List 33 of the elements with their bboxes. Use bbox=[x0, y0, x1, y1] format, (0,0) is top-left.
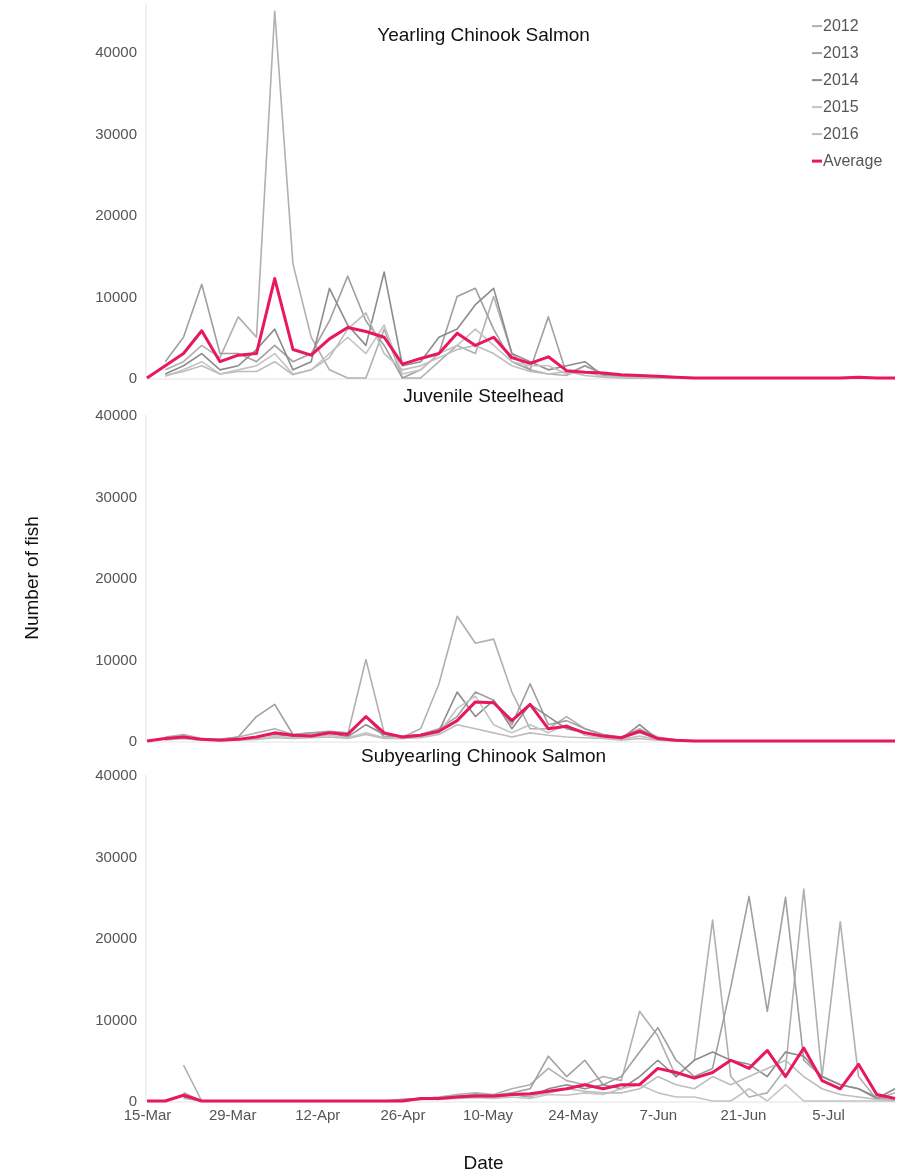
legend-label: 2015 bbox=[823, 98, 859, 116]
y-tick-label: 20000 bbox=[95, 569, 137, 587]
x-axis-title: Date bbox=[463, 1152, 504, 1173]
y-tick-label: 40000 bbox=[95, 406, 137, 424]
y-tick-label: 10000 bbox=[95, 650, 137, 668]
y-tick-label: 10000 bbox=[95, 1010, 137, 1028]
legend-label: 2012 bbox=[823, 17, 859, 35]
chart-title: Subyearling Chinook Salmon bbox=[361, 745, 607, 766]
legend-label: 2014 bbox=[823, 71, 859, 89]
x-tick-label: 21-Jun bbox=[720, 1105, 767, 1123]
text: Yearling Chinook Salmon bbox=[377, 24, 590, 46]
x-tick-label: 5-Jul bbox=[812, 1105, 845, 1123]
y-tick-label: 30000 bbox=[95, 847, 137, 865]
x-tick-label: 7-Jun bbox=[639, 1105, 678, 1123]
chart-title: Juvenile Steelhead bbox=[403, 385, 564, 406]
y-axis-title: Number of fish bbox=[21, 516, 42, 640]
y-tick-label: 0 bbox=[128, 732, 137, 750]
y-tick-label: 40000 bbox=[95, 766, 137, 784]
x-tick-label: 12-Apr bbox=[295, 1105, 341, 1123]
x-tick-label: 24-May bbox=[548, 1105, 599, 1123]
legend-label: 2016 bbox=[823, 125, 859, 143]
y-tick-label: 10000 bbox=[95, 287, 137, 305]
y-tick-label: 40000 bbox=[95, 43, 137, 61]
y-tick-label: 0 bbox=[128, 369, 137, 387]
y-tick-label: 30000 bbox=[95, 487, 137, 505]
legend-label: 2013 bbox=[823, 44, 859, 62]
y-tick-label: 30000 bbox=[95, 124, 137, 142]
legend-label: Average bbox=[823, 152, 883, 170]
x-tick-label: 26-Apr bbox=[380, 1105, 426, 1123]
y-tick-label: 20000 bbox=[95, 206, 137, 224]
y-tick-label: 20000 bbox=[95, 929, 137, 947]
x-tick-label: 10-May bbox=[463, 1105, 514, 1123]
x-tick-label: 29-Mar bbox=[208, 1105, 257, 1123]
